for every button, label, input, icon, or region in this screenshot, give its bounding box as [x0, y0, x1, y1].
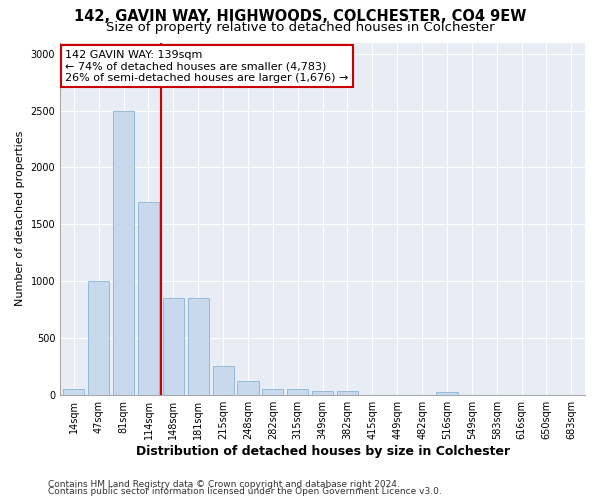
Bar — [63, 389, 85, 394]
Text: Size of property relative to detached houses in Colchester: Size of property relative to detached ho… — [106, 21, 494, 34]
Bar — [312, 392, 333, 394]
Bar — [436, 392, 458, 394]
Bar — [163, 298, 184, 394]
Bar — [238, 381, 259, 394]
Y-axis label: Number of detached properties: Number of detached properties — [15, 131, 25, 306]
Text: 142 GAVIN WAY: 139sqm
← 74% of detached houses are smaller (4,783)
26% of semi-d: 142 GAVIN WAY: 139sqm ← 74% of detached … — [65, 50, 349, 82]
Text: Contains public sector information licensed under the Open Government Licence v3: Contains public sector information licen… — [48, 488, 442, 496]
Bar — [287, 389, 308, 394]
Bar — [262, 389, 283, 394]
Bar — [88, 281, 109, 394]
Text: 142, GAVIN WAY, HIGHWOODS, COLCHESTER, CO4 9EW: 142, GAVIN WAY, HIGHWOODS, COLCHESTER, C… — [74, 9, 526, 24]
Text: Contains HM Land Registry data © Crown copyright and database right 2024.: Contains HM Land Registry data © Crown c… — [48, 480, 400, 489]
Bar — [113, 110, 134, 395]
X-axis label: Distribution of detached houses by size in Colchester: Distribution of detached houses by size … — [136, 444, 509, 458]
Bar — [188, 298, 209, 394]
Bar — [337, 392, 358, 394]
Bar — [138, 202, 159, 394]
Bar — [212, 366, 233, 394]
